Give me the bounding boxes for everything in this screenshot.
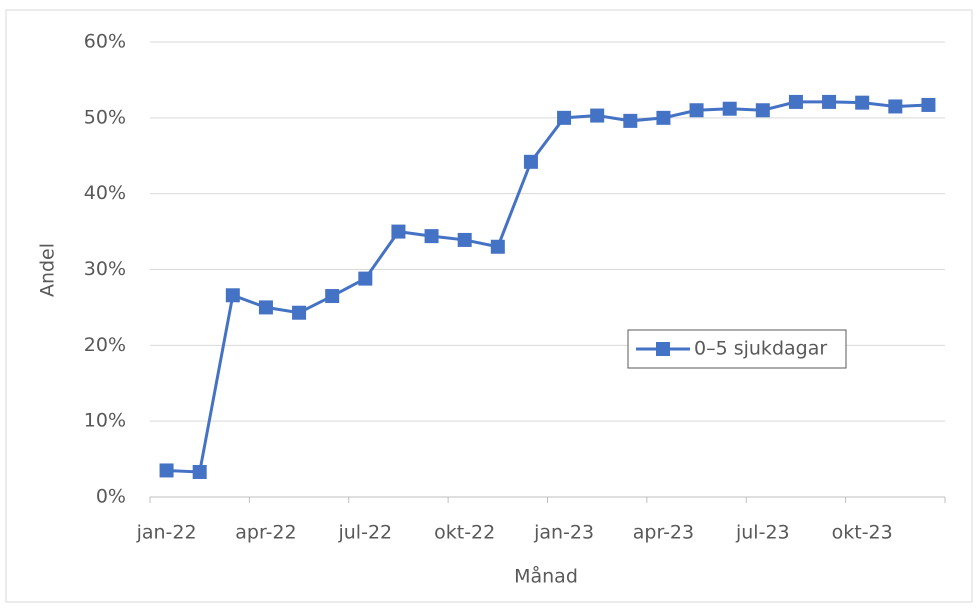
- y-tick-label: 0%: [96, 486, 126, 508]
- y-tick-label: 20%: [84, 334, 126, 356]
- x-tick-label: jan-23: [533, 522, 594, 544]
- marker: [258, 300, 273, 315]
- legend-label: 0–5 sjukdagar: [694, 338, 827, 360]
- marker: [159, 463, 174, 478]
- y-tick-label: 30%: [84, 258, 126, 280]
- x-tick-label: okt-23: [832, 522, 893, 544]
- x-axis-label: Månad: [514, 565, 578, 588]
- x-tick-label: jul-22: [337, 522, 392, 544]
- marker: [192, 464, 207, 479]
- marker: [755, 103, 770, 118]
- y-tick-label: 40%: [84, 182, 126, 204]
- x-tick-label: jul-23: [735, 522, 790, 544]
- marker: [358, 271, 373, 286]
- y-tick-label: 60%: [84, 31, 126, 53]
- marker: [656, 110, 671, 125]
- marker: [788, 94, 803, 109]
- marker: [623, 113, 638, 128]
- marker: [557, 110, 572, 125]
- marker: [391, 224, 406, 239]
- marker: [225, 288, 240, 303]
- marker: [689, 103, 704, 118]
- marker: [523, 154, 538, 169]
- marker: [292, 305, 307, 320]
- y-tick-label: 10%: [84, 410, 126, 432]
- marker: [888, 99, 903, 114]
- marker: [424, 229, 439, 244]
- marker: [325, 289, 340, 304]
- x-tick-label: apr-23: [633, 522, 694, 544]
- y-tick-label: 50%: [84, 106, 126, 128]
- marker: [457, 232, 472, 247]
- marker: [722, 101, 737, 116]
- x-tick-label: okt-22: [434, 522, 495, 544]
- y-axis-label: Andel: [37, 243, 59, 297]
- marker: [590, 108, 605, 123]
- x-tick-label: jan-22: [136, 522, 197, 544]
- marker: [822, 94, 837, 109]
- chart-border: [5, 9, 973, 603]
- legend-marker: [656, 342, 670, 356]
- x-tick-label: apr-22: [235, 522, 296, 544]
- marker: [855, 95, 870, 110]
- marker: [490, 239, 505, 254]
- marker: [921, 97, 936, 112]
